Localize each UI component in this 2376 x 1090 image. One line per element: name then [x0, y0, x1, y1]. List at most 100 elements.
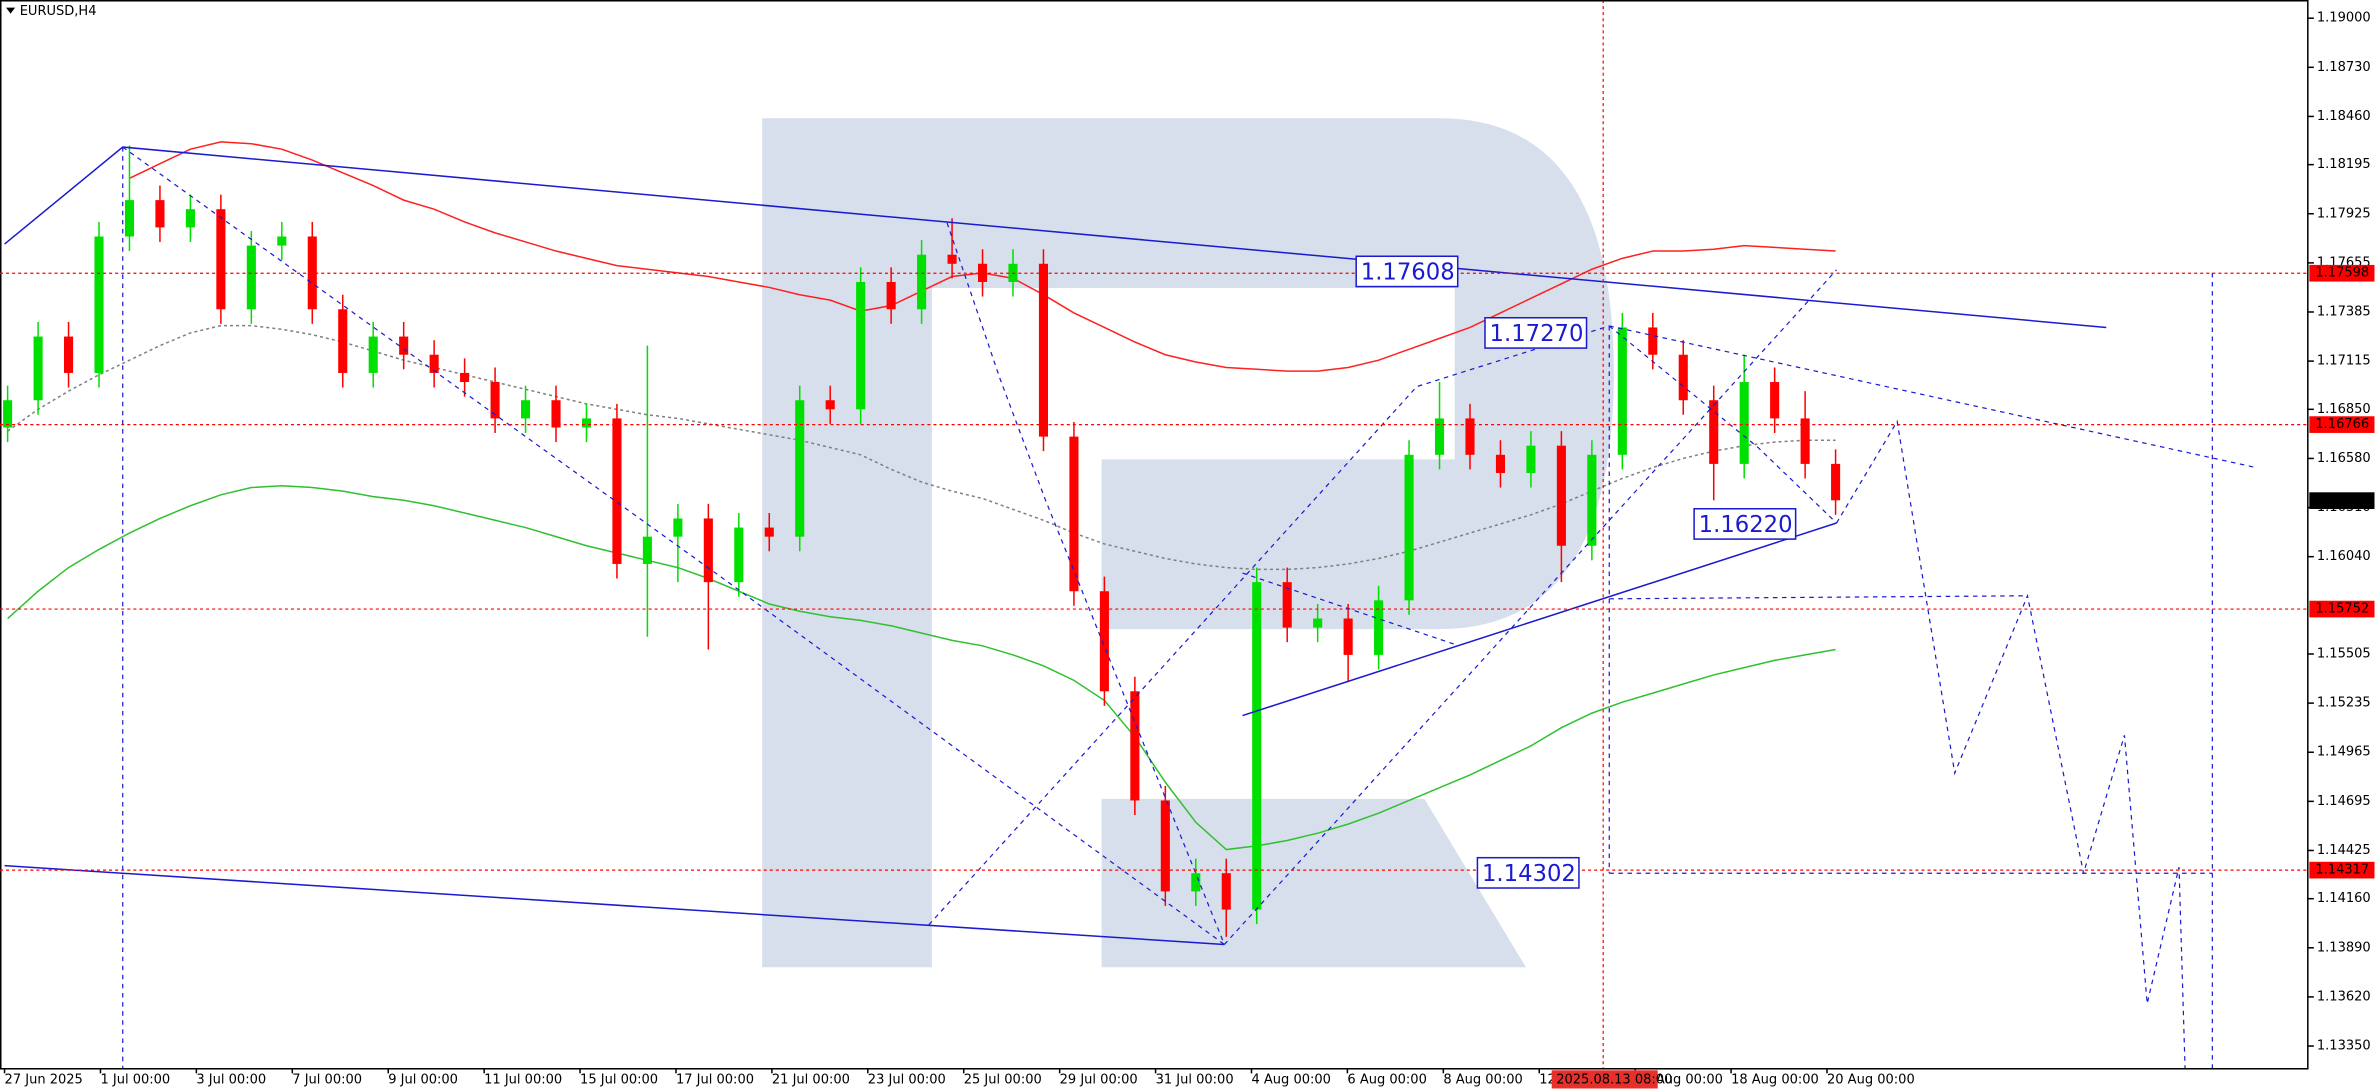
- candle-body: [673, 518, 683, 537]
- candle-body: [1617, 327, 1627, 455]
- candle-body: [947, 254, 957, 264]
- moving-average: [7, 484, 1836, 851]
- price-box-label: 1.17608: [1361, 259, 1455, 285]
- candle-body: [216, 209, 226, 310]
- candle-body: [520, 400, 531, 419]
- price-box-frame: [1476, 856, 1580, 889]
- candle-body: [1495, 454, 1506, 473]
- x-tick-label: 8 Aug 00:00: [1443, 1073, 1522, 1088]
- menu-arrow[interactable]: [6, 7, 16, 14]
- candle-body: [1069, 436, 1079, 592]
- candle-body: [155, 200, 165, 228]
- candle-body: [490, 382, 500, 419]
- y-tick-label: 1.17925: [2317, 206, 2371, 221]
- candle-body: [1374, 600, 1384, 655]
- candle-body: [1587, 454, 1597, 546]
- candle-body: [1739, 382, 1749, 464]
- x-tick-label: 18 Aug 00:00: [1731, 1073, 1819, 1088]
- candle-body: [277, 236, 287, 246]
- candle-body: [3, 400, 13, 428]
- candle-body: [825, 400, 835, 410]
- price-box-label: 1.14302: [1482, 861, 1576, 887]
- moving-average: [7, 324, 1836, 571]
- y-tick-label: 1.14965: [2317, 745, 2371, 760]
- x-tick-label: 17 Jul 00:00: [676, 1073, 754, 1088]
- candle-body: [1343, 618, 1353, 655]
- x-tick-label: 9 Jul 00:00: [388, 1073, 458, 1088]
- candle-body: [795, 400, 805, 537]
- candle-body: [368, 336, 378, 373]
- y-tick-label: 1.13620: [2317, 989, 2371, 1004]
- y-tick-label: 1.18460: [2317, 109, 2371, 124]
- level-tag: [2309, 861, 2375, 879]
- x-tick-label: 7 Jul 00:00: [292, 1073, 362, 1088]
- candle-body: [917, 254, 927, 310]
- y-tick-label: 1.17115: [2317, 354, 2371, 369]
- candle-body: [612, 418, 622, 564]
- x-tick-label: 27 Jun 2025: [5, 1073, 83, 1088]
- candle-body: [1191, 873, 1201, 892]
- candle-body: [1831, 463, 1841, 501]
- y-tick-label: 1.15505: [2317, 646, 2371, 661]
- x-tick-label: 25 Jul 00:00: [964, 1073, 1042, 1088]
- level-tag: [2309, 416, 2375, 433]
- price-box: 1.17608: [1355, 255, 1459, 288]
- candle-body: [1434, 418, 1445, 455]
- candle-body: [703, 518, 713, 583]
- x-tick-label: 3 Jul 00:00: [196, 1073, 266, 1088]
- candle-body: [1556, 445, 1566, 546]
- candle-body: [1282, 582, 1292, 628]
- candle-body: [1404, 454, 1414, 601]
- x-tick-label: 1 Jul 00:00: [100, 1073, 170, 1088]
- price-box-frame: [1484, 316, 1588, 349]
- candle-body: [1526, 445, 1536, 473]
- candle-body: [1800, 418, 1810, 464]
- candle-body: [581, 418, 592, 428]
- current-price-label: 1.16348: [2315, 493, 2369, 508]
- price-box: 1.17270: [1484, 316, 1588, 349]
- candle-body: [551, 400, 561, 428]
- candle-body: [1648, 327, 1658, 355]
- candle-body: [399, 336, 409, 355]
- candle-body: [429, 354, 439, 373]
- y-tick-label: 1.18730: [2317, 60, 2371, 75]
- candle-body: [1770, 382, 1780, 419]
- x-tick-label: 15 Jul 00:00: [580, 1073, 658, 1088]
- y-tick-label: 1.16580: [2317, 451, 2371, 466]
- y-tick-label: 1.14695: [2317, 794, 2371, 809]
- x-tick-label: 23 Jul 00:00: [868, 1073, 946, 1088]
- y-tick-label: 1.19000: [2317, 11, 2371, 26]
- y-tick-label: 1.16850: [2317, 402, 2371, 417]
- candle-body: [64, 336, 74, 373]
- candle-body: [33, 336, 43, 401]
- cursor-time-bg: [1551, 1070, 1658, 1089]
- level-label: 1.16766: [2315, 417, 2369, 432]
- price-box-label: 1.16220: [1699, 512, 1793, 538]
- plot-area: [3, 141, 1841, 937]
- level-label: 1.14317: [2315, 863, 2369, 878]
- price-box: 1.16220: [1693, 508, 1797, 540]
- price-box-frame: [1693, 508, 1797, 540]
- candle-body: [1130, 691, 1140, 801]
- cursor-time: 2025.08.13 08:00: [1556, 1073, 1672, 1088]
- x-tick-label: 20 Aug 00:00: [1827, 1073, 1915, 1088]
- x-tick-label: 29 Jul 00:00: [1060, 1073, 1138, 1088]
- candle-body: [1099, 591, 1109, 692]
- candle-body: [1221, 873, 1231, 910]
- candle-body: [642, 536, 652, 564]
- candle-body: [460, 372, 470, 383]
- candle-body: [764, 527, 774, 537]
- candle-body: [734, 527, 744, 583]
- y-tick-label: 1.14425: [2317, 843, 2371, 858]
- candle-body: [94, 236, 104, 373]
- candle-body: [1709, 400, 1719, 464]
- candle-body: [1678, 354, 1688, 401]
- level-tag: [2309, 264, 2375, 282]
- level-label: 1.17598: [2315, 266, 2369, 281]
- candle-body: [124, 200, 135, 237]
- y-tick-label: 1.17385: [2317, 304, 2371, 319]
- chart-title: EURUSD,H4: [20, 4, 97, 19]
- x-tick-label: 11 Jul 00:00: [484, 1073, 562, 1088]
